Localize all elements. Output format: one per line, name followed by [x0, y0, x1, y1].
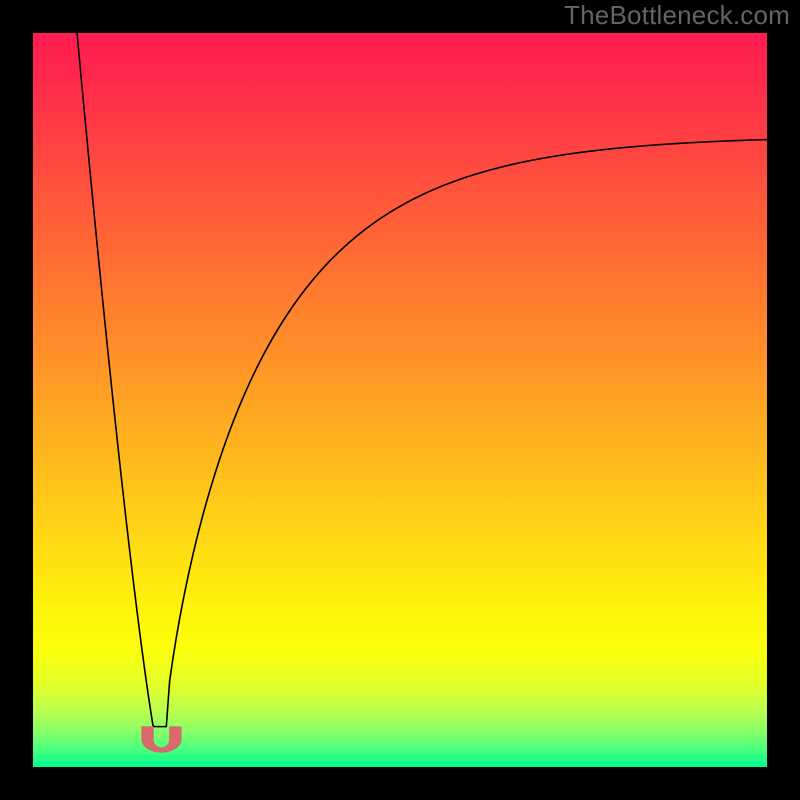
chart-svg [0, 0, 800, 800]
chart-outer: TheBottleneck.com [0, 0, 800, 800]
watermark-text: TheBottleneck.com [564, 0, 790, 31]
